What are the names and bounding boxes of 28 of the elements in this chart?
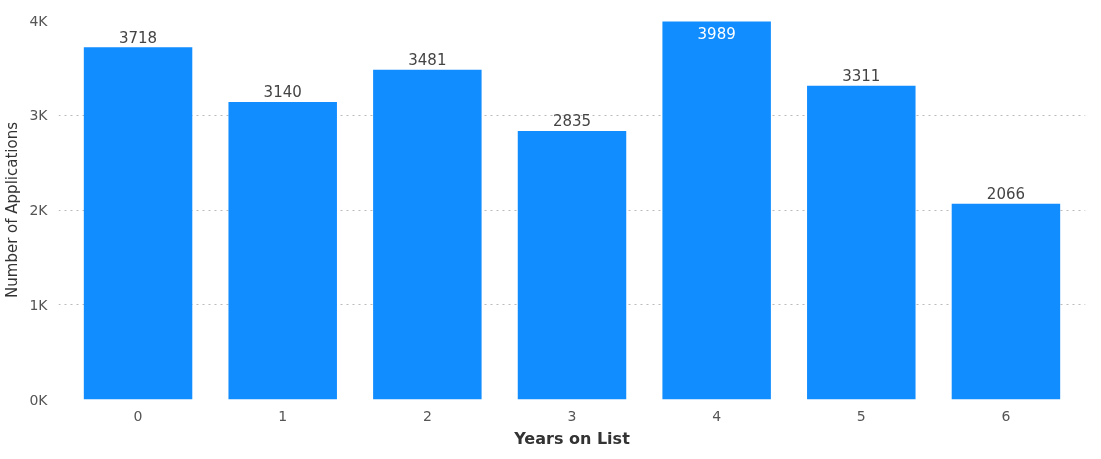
y-tick-label: 4K xyxy=(29,12,49,29)
x-tick-label: 6 xyxy=(1001,407,1011,424)
data-label: 3140 xyxy=(263,83,302,102)
y-tick-label: 2K xyxy=(29,202,49,218)
bar xyxy=(807,85,916,400)
bar xyxy=(373,69,482,400)
data-label: 3311 xyxy=(842,67,881,86)
x-tick-label: 4 xyxy=(712,407,722,424)
bar xyxy=(951,203,1061,400)
data-label: 3481 xyxy=(408,51,447,70)
bar xyxy=(662,21,771,400)
x-tick-label: 3 xyxy=(567,407,577,424)
data-label: 3718 xyxy=(118,28,158,47)
bar xyxy=(83,47,193,400)
y-axis-title: Number of Applications xyxy=(3,121,22,298)
bar xyxy=(517,130,627,400)
y-tick-label: 1K xyxy=(29,296,49,313)
y-tick-label: 3K xyxy=(29,107,49,124)
x-tick-label: 1 xyxy=(278,407,288,424)
x-tick-label: 0 xyxy=(133,407,143,424)
bar xyxy=(228,101,337,400)
data-label: 3989 xyxy=(697,25,736,44)
y-tick-label: 0K xyxy=(29,391,49,408)
x-tick-label: 2 xyxy=(422,407,432,424)
x-tick-label: 5 xyxy=(856,407,866,424)
data-label: 2066 xyxy=(986,185,1026,204)
x-axis-title: Years on List xyxy=(513,428,631,448)
data-label: 2835 xyxy=(552,112,592,131)
